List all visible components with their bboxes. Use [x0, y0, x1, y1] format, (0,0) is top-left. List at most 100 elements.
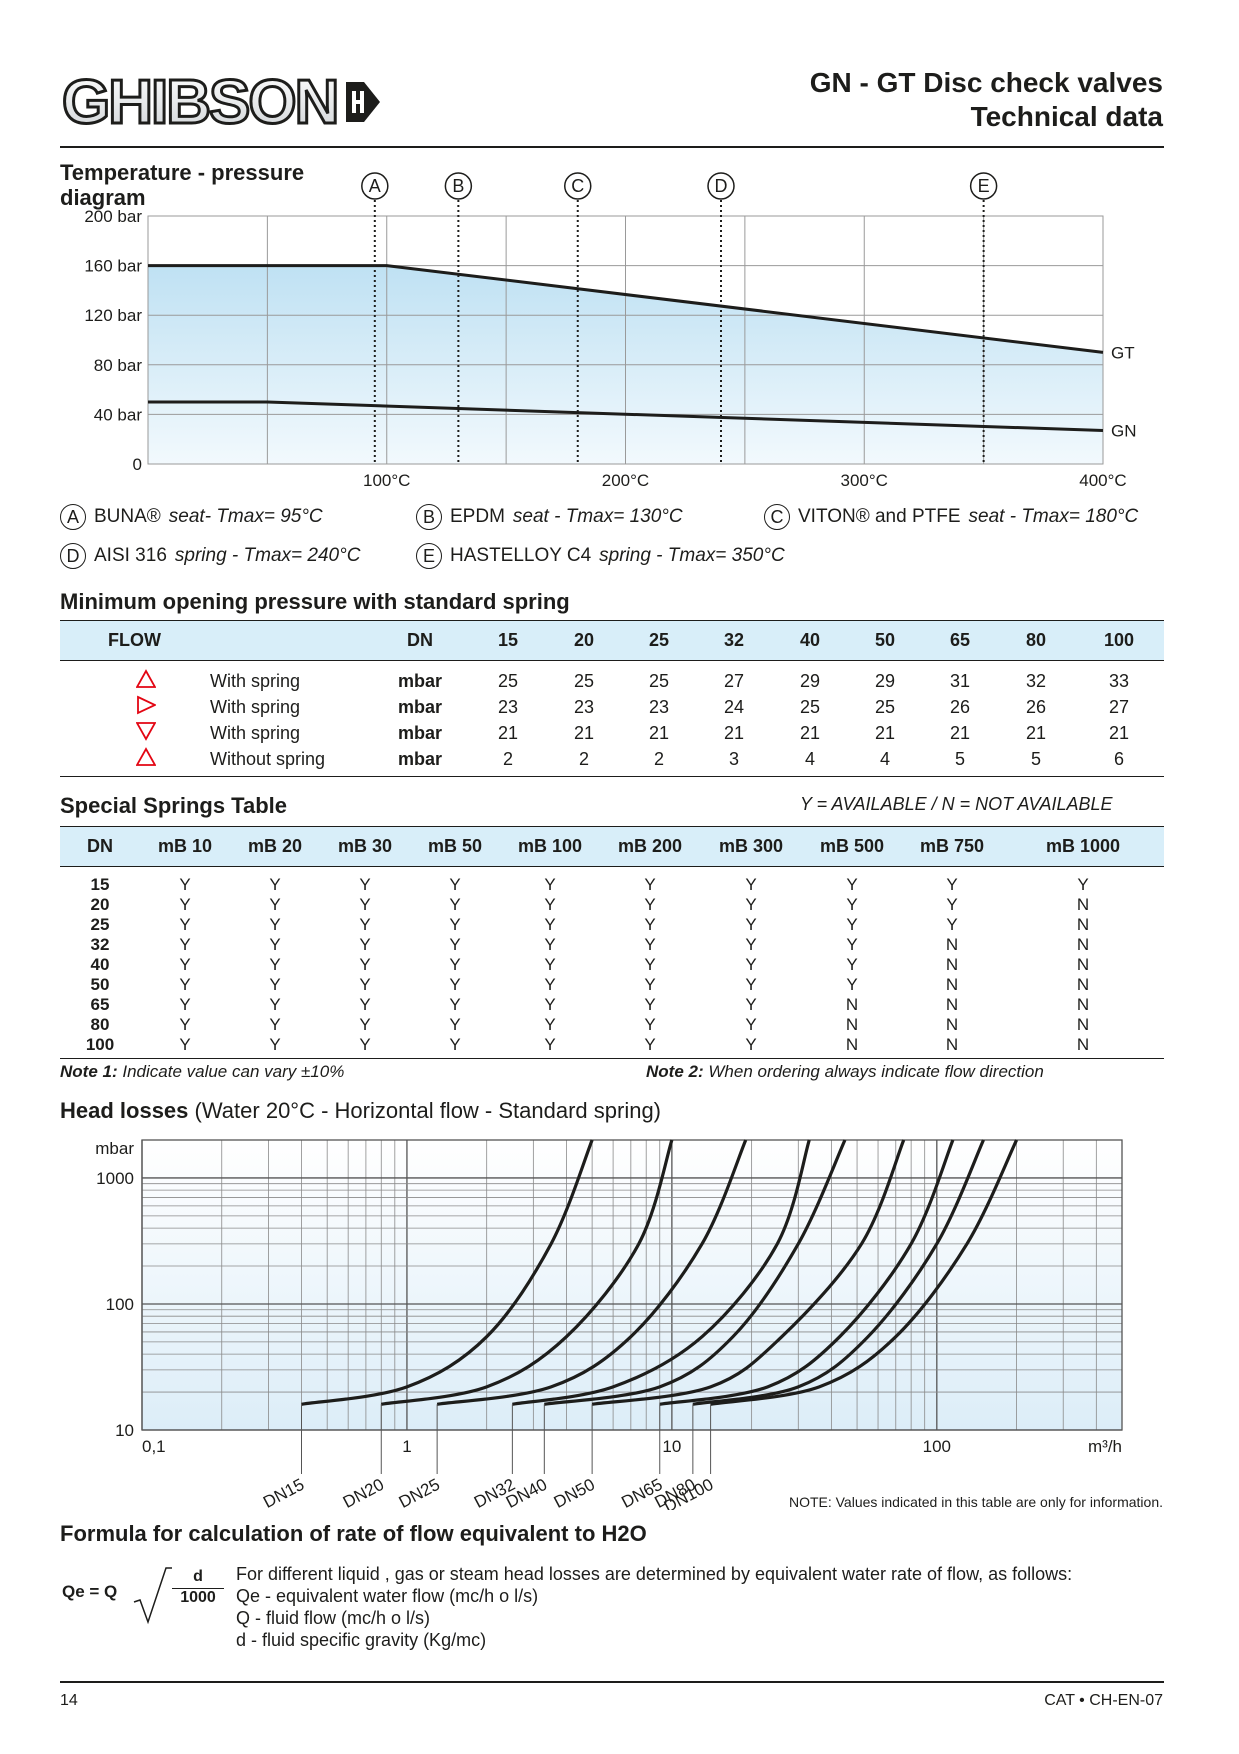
- pressure-value: 4: [879, 749, 890, 769]
- col-dn-80: 80: [1025, 630, 1047, 650]
- formula-line-1: For different liquid , gas or steam head…: [236, 1564, 1073, 1584]
- springs-availability: N: [945, 974, 959, 994]
- springs-availability: Y: [745, 874, 757, 894]
- legend-name-c: VITON® and PTFE: [798, 506, 961, 527]
- springs-availability: Y: [179, 874, 191, 894]
- pressure-value: 21: [799, 723, 821, 743]
- pressure-value: 25: [648, 671, 670, 691]
- springs-availability: Y: [449, 994, 461, 1014]
- springs-availability: Y: [946, 874, 958, 894]
- tp-marker-label: C: [571, 176, 584, 196]
- springs-availability: Y: [745, 1034, 757, 1054]
- col-dn-25: 25: [648, 630, 670, 650]
- flow-icon-cell: [60, 721, 210, 747]
- min-pressure-row: With spring mbar 21 21 21 21 21 21 21 21 21: [60, 721, 1164, 747]
- springs-availability: Y: [544, 914, 556, 934]
- unit-label: mbar: [397, 671, 442, 691]
- series-label-gt: GT: [1111, 343, 1135, 362]
- note-1-label: Note 1:: [60, 1062, 118, 1081]
- springs-col-header: mB 300: [718, 836, 784, 856]
- curve-dn65: [659, 1139, 955, 1406]
- springs-availability: Y: [179, 994, 191, 1014]
- springs-availability: Y: [644, 914, 656, 934]
- curve-dn32: [512, 1139, 811, 1406]
- legend-item-b: B EPDM seat - Tmax= 130°C: [416, 504, 683, 530]
- pressure-value: 2: [653, 749, 664, 769]
- springs-availability: Y: [846, 974, 858, 994]
- legend-marker-a: A: [60, 504, 86, 530]
- springs-availability: Y: [544, 934, 556, 954]
- unit-label: mbar: [397, 723, 442, 743]
- head-losses-heading: Head losses (Water 20°C - Horizontal flo…: [60, 1098, 661, 1124]
- springs-availability: Y: [359, 914, 371, 934]
- legend-name-a: BUNA®: [94, 506, 161, 527]
- head-losses-note: NOTE: Values indicated in this table are…: [788, 1494, 1163, 1510]
- temp-pressure-heading-2: diagram: [60, 185, 146, 210]
- tp-x-tick: 300°C: [841, 471, 888, 490]
- hl-x-unit: m³/h: [1088, 1437, 1122, 1456]
- springs-row: 32 Y Y Y Y Y Y Y Y N N: [60, 935, 1164, 955]
- formula-line-2: Qe - equivalent water flow (mc/h o l/s): [236, 1586, 539, 1606]
- springs-availability: Y: [745, 994, 757, 1014]
- springs-row: 100 Y Y Y Y Y Y Y N N N: [60, 1035, 1164, 1055]
- springs-availability: Y: [745, 954, 757, 974]
- footer-divider: [60, 1681, 1164, 1683]
- formula-numerator: d: [193, 1568, 203, 1585]
- tp-x-tick: 100°C: [363, 471, 410, 490]
- tp-marker-label: E: [978, 176, 990, 196]
- springs-availability: Y: [544, 994, 556, 1014]
- springs-availability: Y: [359, 1014, 371, 1034]
- page-number: 14: [60, 1692, 78, 1709]
- pressure-value: 23: [573, 697, 595, 717]
- triangle-up-icon: [135, 669, 157, 688]
- pressure-value: 24: [723, 697, 745, 717]
- temperature-pressure-chart: 0 40 bar 80 bar 120 bar 160 bar 200 bar 100°C 2…: [84, 172, 1137, 490]
- springs-availability: Y: [745, 934, 757, 954]
- tp-marker-circle: [707, 172, 735, 200]
- springs-availability: Y: [269, 914, 281, 934]
- title-line-1: GN - GT Disc check valves: [809, 67, 1163, 98]
- pressure-value: 21: [1108, 723, 1130, 743]
- springs-availability: Y: [644, 974, 656, 994]
- pressure-value: 29: [874, 671, 896, 691]
- curve-dn100: [710, 1139, 1019, 1406]
- legend-marker-d: D: [60, 543, 86, 569]
- springs-dn: 20: [90, 894, 110, 914]
- springs-row: 40 Y Y Y Y Y Y Y Y N N: [60, 955, 1164, 975]
- springs-availability: Y: [449, 1034, 461, 1054]
- springs-availability: N: [845, 1014, 859, 1034]
- legend-name-e: HASTELLOY C4: [450, 545, 592, 566]
- formula-lhs: Qe = Q: [62, 1582, 118, 1601]
- springs-availability: Y: [745, 974, 757, 994]
- legend-name-d: AISI 316: [94, 545, 167, 566]
- pressure-value: 25: [799, 697, 821, 717]
- springs-availability: Y: [179, 1034, 191, 1054]
- hl-x-tick: 10: [662, 1437, 681, 1456]
- springs-col-header: mB 750: [919, 836, 985, 856]
- pressure-value: 27: [1108, 697, 1130, 717]
- curve-dn40: [544, 1139, 847, 1406]
- sqrt-icon: [133, 1567, 172, 1625]
- springs-availability: Y: [179, 974, 191, 994]
- springs-dn: 40: [90, 954, 110, 974]
- springs-availability: Y: [359, 1034, 371, 1054]
- hl-frame: [141, 1139, 1123, 1431]
- unit-label: mbar: [397, 749, 442, 769]
- col-dn-100: 100: [1103, 630, 1135, 650]
- tp-y-tick: 40 bar: [94, 405, 143, 424]
- springs-availability: Y: [359, 874, 371, 894]
- legend-item-d: D AISI 316 spring - Tmax= 240°C: [60, 543, 360, 569]
- pressure-value: 2: [502, 749, 513, 769]
- springs-availability: N: [945, 934, 959, 954]
- springs-col-header: DN: [87, 836, 113, 856]
- flow-label: With spring: [210, 697, 301, 717]
- hl-y-tick: 10: [115, 1421, 134, 1440]
- series-label-gn: GN: [1111, 422, 1137, 441]
- series-line-gn: [148, 400, 1104, 433]
- pressure-value: 23: [497, 697, 519, 717]
- springs-availability: Y: [846, 934, 858, 954]
- springs-availability: N: [945, 954, 959, 974]
- springs-availability: Y: [179, 934, 191, 954]
- springs-col-header: mB 10: [157, 836, 213, 856]
- head-losses-heading-rest: (Water 20°C - Horizontal flow - Standard…: [194, 1098, 662, 1123]
